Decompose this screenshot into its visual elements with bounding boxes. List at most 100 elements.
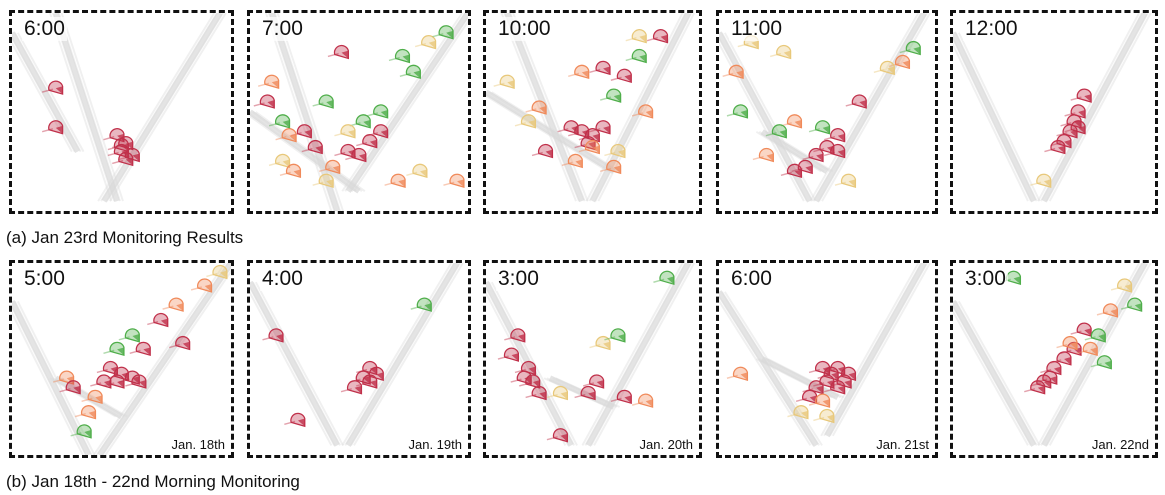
vehicle-glyph [589, 336, 611, 351]
vehicle-glyph [769, 44, 792, 60]
vehicle-glyph [1070, 322, 1092, 337]
road-map [719, 13, 931, 203]
vehicle-glyph [1070, 88, 1092, 103]
road-line [49, 377, 117, 418]
road-line [12, 300, 92, 455]
vehicle-glyph [112, 151, 134, 167]
vehicle-glyph [546, 428, 568, 443]
vehicle-glyph [399, 64, 421, 80]
road-line [269, 13, 340, 211]
road-line [719, 290, 819, 447]
vehicle-glyph [873, 60, 895, 76]
panel-a4: 11:00 [716, 10, 938, 214]
vehicle-glyph [514, 114, 537, 129]
road-map [250, 263, 464, 447]
vehicle-glyph [795, 389, 818, 405]
road-line [350, 263, 461, 446]
vehicle-glyph [118, 370, 140, 385]
road-map [12, 263, 231, 455]
vehicle-glyph [1024, 380, 1046, 395]
road-line [252, 281, 341, 446]
road-line [345, 13, 468, 193]
vehicle-glyph [345, 147, 367, 163]
vehicle-glyph [589, 120, 611, 135]
road-line [250, 115, 354, 192]
road-line [53, 13, 120, 203]
vehicle-glyph [118, 328, 140, 343]
vehicle-glyph [262, 328, 284, 343]
road-line [1048, 263, 1152, 446]
road-line [755, 130, 822, 173]
vehicle-glyph [284, 412, 306, 428]
time-label: 10:00 [496, 17, 553, 41]
road-line [97, 13, 216, 202]
vehicle-glyph [646, 29, 669, 44]
vehicle-glyph [653, 270, 675, 286]
time-label: 3:00 [496, 267, 541, 291]
panel-a2: 7:00 [247, 10, 471, 214]
road-line [957, 300, 1041, 446]
road-line [273, 13, 342, 211]
road-line [101, 265, 231, 455]
road-line [957, 32, 1041, 202]
vehicle-glyph [129, 341, 151, 357]
road-line [254, 281, 344, 446]
date-label: Jan. 20th [637, 437, 695, 452]
road-line [719, 299, 812, 446]
vehicle-glyph [493, 74, 515, 89]
road-line [760, 129, 829, 174]
road-line [97, 263, 231, 455]
road-line [341, 13, 463, 192]
vehicle-glyph [787, 405, 809, 420]
vehicle-glyph [582, 374, 605, 389]
vehicle-glyph [103, 341, 125, 357]
time-label: 12:00 [963, 17, 1020, 41]
road-line [767, 358, 845, 399]
road-map [250, 13, 468, 211]
panel-b3: 3:00 Jan. 20th [483, 260, 702, 458]
road-line [60, 13, 124, 202]
vehicle-glyph [107, 138, 129, 153]
caption-a: (a) Jan 23rd Monitoring Results [6, 228, 244, 247]
road-line [1045, 13, 1149, 202]
vehicle-glyph [604, 328, 626, 343]
vehicle-glyph [722, 64, 744, 80]
vehicle-glyph [561, 153, 583, 169]
time-label: 6:00 [729, 267, 774, 291]
vehicle-glyph [279, 163, 302, 179]
road-line [767, 130, 834, 173]
vehicle-glyph [519, 374, 541, 389]
vehicle-glyph [257, 74, 280, 89]
vehicle-glyph [1096, 303, 1118, 318]
vehicle-glyph [531, 143, 554, 159]
road-line [12, 310, 84, 455]
vehicle-glyph [802, 147, 824, 163]
vehicle-glyph [813, 374, 835, 389]
panel-b4: 6:00 Jan. 21st [716, 260, 938, 458]
vehicle-glyph [103, 374, 125, 389]
road-line [500, 13, 577, 202]
road-line [250, 109, 361, 194]
road-line [101, 13, 223, 203]
road-line [250, 280, 340, 447]
vehicle-glyph [1084, 328, 1106, 343]
vehicle-glyph [366, 124, 389, 139]
vehicle-glyph [1064, 120, 1086, 135]
caption-b: (b) Jan 18th - 22nd Morning Monitoring [6, 472, 300, 491]
road-line [345, 263, 460, 447]
road-line [57, 13, 121, 202]
vehicle-glyph [610, 68, 632, 84]
road-line [555, 377, 621, 408]
vehicle-glyph [406, 163, 428, 179]
vehicle-glyph [1030, 173, 1052, 188]
road-line [341, 263, 453, 446]
vehicle-glyph [1036, 370, 1058, 385]
time-label: 4:00 [260, 267, 305, 291]
vehicle-glyph [59, 380, 81, 395]
road-line [353, 19, 468, 192]
vehicle-glyph [504, 328, 526, 343]
road-line [953, 299, 1037, 447]
road-line [350, 15, 468, 192]
road-line [250, 291, 333, 446]
vehicle-glyph [388, 48, 411, 64]
